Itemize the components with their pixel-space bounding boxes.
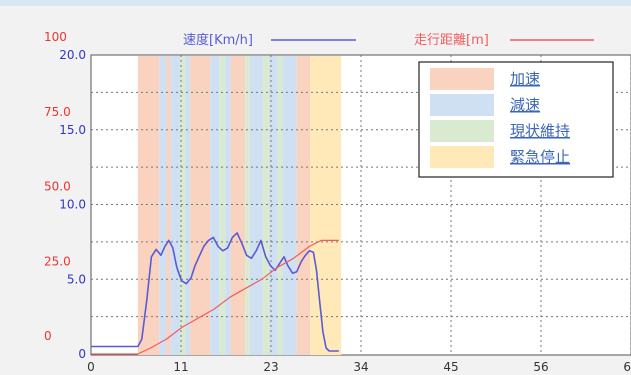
phase-band (282, 56, 297, 355)
phase-band (159, 56, 167, 355)
y-tick-label-distance: 100 (44, 30, 67, 44)
legend-swatch (430, 68, 494, 90)
phase-band (219, 56, 226, 355)
phase-band (249, 56, 263, 355)
y-tick-label-speed: 20.0 (59, 48, 86, 62)
phase-band (277, 56, 283, 355)
y-tick-label-speed: 15.0 (59, 123, 86, 137)
phase-band (190, 56, 211, 355)
phase-band (166, 56, 171, 355)
axes: 0 11 23 34 45 56 68 0 5.0 10.0 15.0 20.0 0 25.0 50.0 75… (44, 30, 631, 374)
phase-band (210, 56, 220, 355)
y-tick-label-distance: 25.0 (44, 254, 71, 268)
legend-label: 減速 (510, 96, 540, 114)
speed-series-label: 速度[Km/h] (183, 32, 253, 48)
top-border-line (0, 0, 631, 6)
phase-band (170, 56, 180, 355)
x-tick-label: 0 (87, 360, 95, 374)
phase-band (310, 56, 342, 355)
distance-series-line (91, 239, 339, 355)
phase-bands (137, 56, 342, 355)
speed-series-line (91, 232, 339, 352)
phase-band (179, 56, 186, 355)
phase-band (245, 56, 250, 355)
x-tick-label: 23 (263, 360, 278, 374)
phase-band (225, 56, 231, 355)
series-header: 速度[Km/h] 走行距離[m] (183, 32, 594, 48)
phase-band (268, 56, 278, 355)
y-tick-label-distance: 75.0 (44, 105, 71, 119)
series-lines (91, 232, 339, 355)
x-tick-label: 34 (353, 360, 368, 374)
legend-swatch (430, 94, 494, 116)
legend-label: 緊急停止 (510, 148, 570, 166)
phase-band (296, 56, 311, 355)
x-tick-label: 45 (443, 360, 458, 374)
x-tick-label: 11 (173, 360, 188, 374)
legend-label: 現状維持 (510, 122, 570, 140)
distance-series-label: 走行距離[m] (414, 33, 489, 48)
y-tick-label-distance: 0 (44, 329, 52, 343)
phase-band (262, 56, 269, 355)
legend-swatch (430, 146, 494, 168)
y-tick-label-speed: 10.0 (59, 198, 86, 212)
phase-band (185, 56, 191, 355)
phase-band (230, 56, 246, 355)
x-tick-label: 68 (623, 360, 631, 374)
legend-swatch (430, 120, 494, 142)
phase-band (137, 56, 160, 355)
y-tick-label-distance: 50.0 (44, 180, 71, 194)
y-tick-label-speed: 5.0 (67, 272, 86, 286)
legend-label: 加速 (510, 70, 540, 88)
x-tick-label: 56 (533, 360, 548, 374)
y-tick-label-speed: 0 (78, 347, 86, 361)
